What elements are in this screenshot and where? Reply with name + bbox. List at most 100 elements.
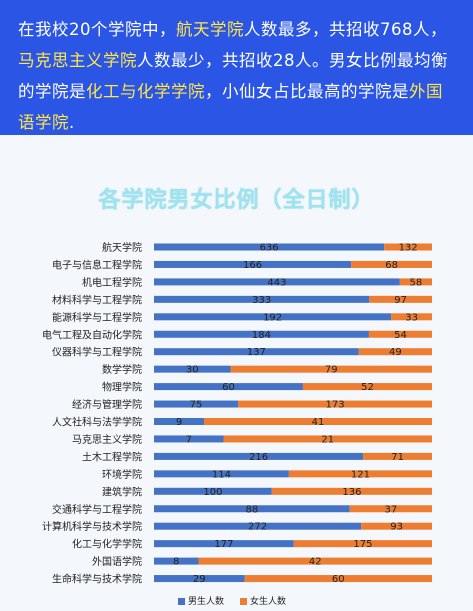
data-label-male: 29 [193, 574, 206, 585]
data-label-male: 272 [248, 522, 267, 533]
bar-male [154, 313, 392, 321]
bar-female [349, 505, 432, 513]
data-label-female: 54 [394, 330, 407, 341]
summary-text-3: 人数最少，共招收28人。男女比例最均衡的学院是 [18, 51, 448, 101]
data-label-female: 21 [321, 434, 334, 445]
data-label-male: 333 [252, 295, 271, 306]
category-label: 计算机科学与技术学院 [42, 520, 142, 533]
data-label-male: 192 [263, 312, 282, 323]
bar-female [369, 295, 432, 303]
bar-female [238, 400, 432, 408]
bar-female [384, 243, 432, 251]
data-label-female: 173 [325, 400, 344, 411]
bar-female [302, 383, 432, 391]
category-label: 能源科学与工程学院 [52, 311, 142, 324]
legend-swatch-female [240, 598, 247, 605]
data-label-female: 37 [384, 504, 397, 515]
data-label-female: 79 [325, 365, 338, 376]
data-label-male: 216 [249, 452, 268, 463]
bar-female [293, 540, 432, 548]
bar-male [154, 400, 239, 408]
bar-female [244, 575, 432, 583]
category-label: 马克思主义学院 [72, 433, 142, 446]
data-label-male: 8 [173, 557, 179, 568]
data-label-female: 71 [391, 452, 404, 463]
bar-male [154, 452, 364, 460]
bar-male [154, 418, 205, 425]
chart-title: 各学院男女比例（全日制） [98, 188, 375, 213]
bar-female [391, 313, 432, 321]
data-label-male: 184 [252, 330, 271, 341]
data-label-female: 121 [351, 469, 370, 480]
bar-female [358, 348, 432, 356]
bar-female [223, 435, 432, 443]
data-label-male: 177 [214, 539, 233, 550]
category-label: 交通科学与工程学院 [52, 503, 142, 516]
legend-label-female: 女生人数 [250, 595, 286, 607]
bar-female [230, 365, 432, 373]
data-label-male: 9 [176, 417, 182, 428]
bar-female [368, 330, 432, 338]
category-label: 数学学院 [102, 363, 142, 376]
summary-highlight-balanced: 化工与化学学院 [86, 82, 205, 101]
category-label: 电子与信息工程学院 [52, 258, 142, 271]
data-label-female: 136 [342, 487, 361, 498]
bar-male [154, 470, 289, 478]
data-label-female: 58 [410, 277, 423, 288]
data-label-female: 132 [399, 243, 418, 254]
data-label-male: 166 [243, 260, 262, 271]
bar-female [351, 260, 432, 268]
bar-female [288, 470, 432, 478]
bar-male [154, 330, 369, 338]
data-label-female: 97 [394, 295, 407, 306]
summary-text-4: ，小仙女占比最高的学院是 [205, 82, 409, 101]
bar-male [154, 435, 224, 443]
bar-male [154, 487, 272, 495]
bar-female [361, 522, 432, 530]
data-label-male: 100 [203, 487, 222, 498]
bar-male [154, 260, 352, 268]
bar-male [154, 365, 231, 373]
bar-male [154, 540, 294, 548]
category-label: 仪器科学与工程学院 [52, 346, 142, 359]
data-label-male: 30 [186, 365, 199, 376]
data-label-female: 60 [332, 574, 345, 585]
bar-male [154, 348, 359, 356]
category-label: 人文社科与法学学院 [52, 416, 142, 429]
data-label-male: 114 [212, 469, 231, 480]
bar-female [198, 557, 432, 565]
category-label: 物理学院 [102, 381, 142, 394]
summary-text-5: . [69, 113, 75, 132]
data-label-male: 636 [260, 243, 279, 254]
bar-male [154, 522, 362, 530]
bar-male [154, 243, 385, 251]
category-label: 经济与管理学院 [72, 398, 142, 411]
bar-male [154, 278, 400, 286]
category-label: 生命科学与技术学院 [52, 573, 142, 586]
data-label-female: 42 [309, 557, 322, 568]
data-label-male: 88 [245, 504, 258, 515]
data-label-male: 75 [190, 400, 203, 411]
data-label-female: 49 [389, 347, 402, 358]
data-label-female: 52 [361, 382, 374, 393]
data-label-female: 175 [353, 539, 372, 550]
data-label-female: 93 [390, 522, 403, 533]
bar-male [154, 557, 199, 565]
data-label-female: 68 [385, 260, 398, 271]
bar-female [399, 278, 432, 286]
data-label-female: 33 [405, 312, 418, 323]
bar-female [363, 452, 432, 460]
summary-highlight-most: 航天学院 [176, 20, 244, 39]
summary-text-1: 在我校20个学院中， [18, 20, 176, 39]
category-label: 化工与化学学院 [72, 538, 142, 551]
data-label-female: 41 [312, 417, 325, 428]
category-label: 材料科学与工程学院 [52, 293, 142, 306]
legend-label-male: 男生人数 [188, 595, 224, 607]
bar-male [154, 575, 245, 583]
data-label-male: 60 [222, 382, 235, 393]
summary-banner: 在我校20个学院中，航天学院人数最多，共招收768人， 马克思主义学院人数最少，共… [0, 0, 473, 135]
data-label-male: 7 [186, 434, 192, 445]
category-label: 航天学院 [102, 241, 142, 254]
category-label: 环境学院 [102, 468, 142, 481]
bar-male [154, 295, 370, 303]
